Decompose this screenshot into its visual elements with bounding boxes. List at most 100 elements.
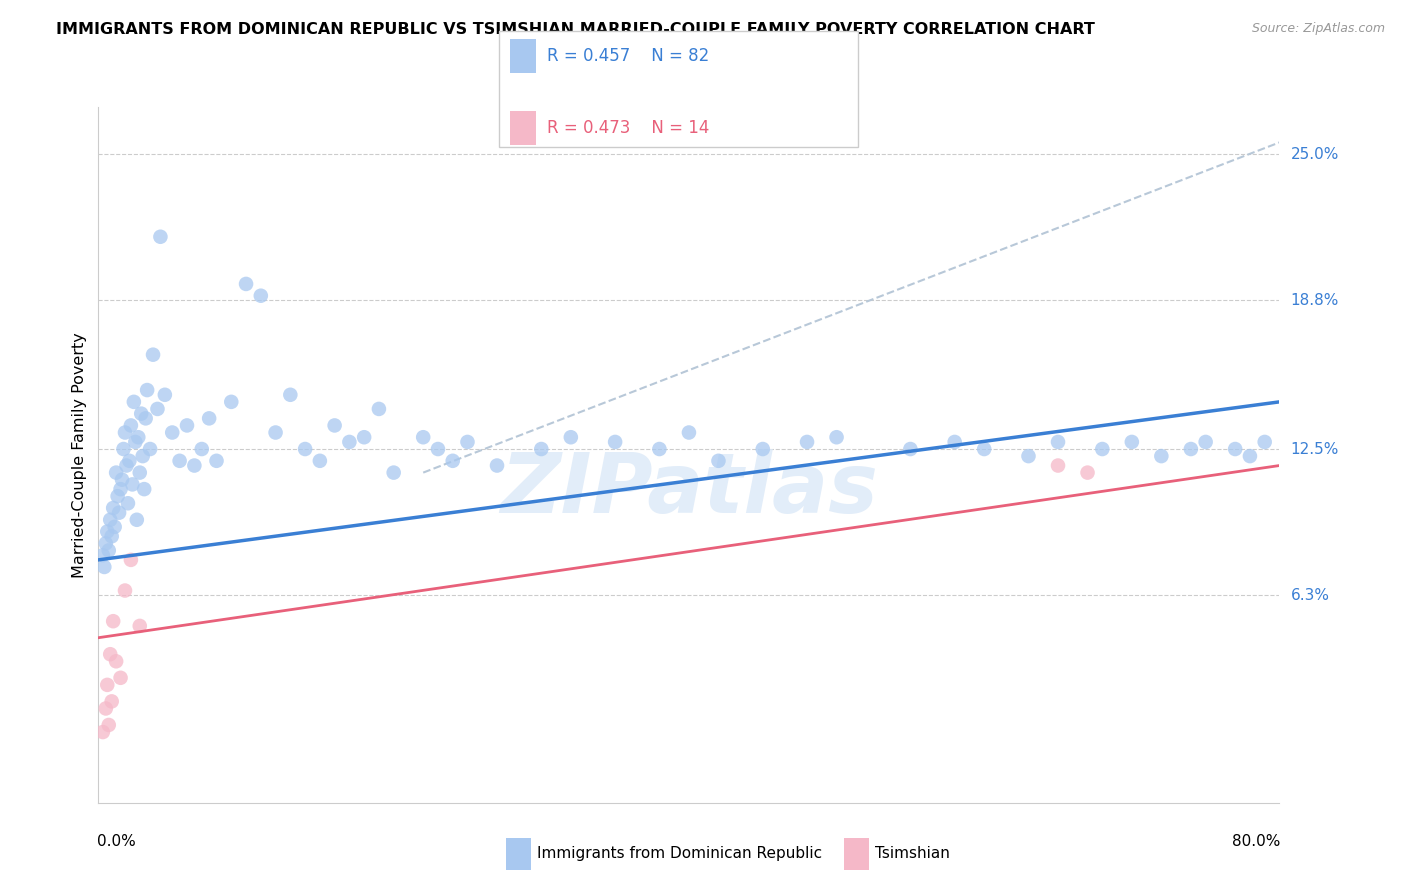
Point bbox=[1254, 434, 1277, 449]
Point bbox=[183, 458, 205, 473]
Point bbox=[127, 430, 149, 444]
Point bbox=[98, 647, 121, 661]
Point bbox=[943, 434, 966, 449]
Point bbox=[456, 434, 478, 449]
Point bbox=[796, 434, 818, 449]
Point bbox=[108, 506, 131, 520]
Point bbox=[191, 442, 214, 456]
Point bbox=[412, 430, 434, 444]
Point bbox=[235, 277, 257, 291]
Point bbox=[1046, 434, 1069, 449]
Point bbox=[707, 454, 730, 468]
Point bbox=[368, 401, 391, 416]
Point bbox=[105, 654, 128, 668]
Point bbox=[751, 442, 773, 456]
Point bbox=[134, 482, 156, 496]
Point bbox=[1239, 449, 1261, 463]
Point bbox=[825, 430, 848, 444]
Text: 6.3%: 6.3% bbox=[1291, 588, 1330, 603]
Point bbox=[103, 500, 125, 515]
Text: R = 0.473    N = 14: R = 0.473 N = 14 bbox=[547, 119, 709, 136]
Point bbox=[98, 513, 121, 527]
Point bbox=[132, 449, 155, 463]
Point bbox=[103, 614, 125, 628]
Point bbox=[264, 425, 287, 440]
Point bbox=[441, 454, 464, 468]
Point bbox=[1046, 458, 1069, 473]
Point bbox=[121, 477, 143, 491]
Point bbox=[486, 458, 509, 473]
Text: ZIPatlas: ZIPatlas bbox=[501, 450, 877, 530]
Text: 80.0%: 80.0% bbox=[1232, 834, 1281, 849]
Point bbox=[124, 434, 146, 449]
Point bbox=[91, 725, 114, 739]
Point bbox=[149, 229, 172, 244]
Text: Tsimshian: Tsimshian bbox=[875, 847, 949, 861]
Point bbox=[135, 411, 157, 425]
Point bbox=[96, 678, 118, 692]
Point bbox=[605, 434, 627, 449]
Point bbox=[973, 442, 995, 456]
Point bbox=[219, 395, 243, 409]
Point bbox=[176, 418, 198, 433]
Y-axis label: Married-Couple Family Poverty: Married-Couple Family Poverty bbox=[72, 332, 87, 578]
Point bbox=[198, 411, 221, 425]
Point bbox=[294, 442, 316, 456]
Point bbox=[122, 395, 145, 409]
Point bbox=[1195, 434, 1218, 449]
Point bbox=[125, 513, 148, 527]
Point bbox=[110, 671, 132, 685]
Point bbox=[1150, 449, 1173, 463]
Point bbox=[93, 560, 115, 574]
Point bbox=[110, 482, 132, 496]
Point bbox=[323, 418, 346, 433]
Point bbox=[120, 553, 142, 567]
Point bbox=[382, 466, 405, 480]
Point bbox=[353, 430, 375, 444]
Point bbox=[112, 442, 135, 456]
Point bbox=[337, 434, 360, 449]
Point bbox=[96, 524, 118, 539]
Point bbox=[205, 454, 228, 468]
Point bbox=[900, 442, 922, 456]
Point bbox=[142, 348, 165, 362]
Point bbox=[129, 407, 152, 421]
Point bbox=[169, 454, 191, 468]
Point bbox=[309, 454, 332, 468]
Point bbox=[107, 489, 129, 503]
Text: 18.8%: 18.8% bbox=[1291, 293, 1339, 308]
Point bbox=[97, 718, 120, 732]
Point bbox=[120, 418, 142, 433]
Text: 12.5%: 12.5% bbox=[1291, 442, 1339, 457]
Text: IMMIGRANTS FROM DOMINICAN REPUBLIC VS TSIMSHIAN MARRIED-COUPLE FAMILY POVERTY CO: IMMIGRANTS FROM DOMINICAN REPUBLIC VS TS… bbox=[56, 22, 1095, 37]
Point bbox=[118, 454, 141, 468]
Point bbox=[678, 425, 700, 440]
Text: Immigrants from Dominican Republic: Immigrants from Dominican Republic bbox=[537, 847, 823, 861]
Point bbox=[1180, 442, 1202, 456]
Point bbox=[128, 619, 150, 633]
Point bbox=[139, 442, 162, 456]
Text: Source: ZipAtlas.com: Source: ZipAtlas.com bbox=[1251, 22, 1385, 36]
Point bbox=[100, 529, 122, 543]
Point bbox=[1077, 466, 1099, 480]
Point bbox=[136, 383, 159, 397]
Text: R = 0.457    N = 82: R = 0.457 N = 82 bbox=[547, 47, 709, 65]
Point bbox=[560, 430, 582, 444]
Point bbox=[427, 442, 450, 456]
Point bbox=[146, 401, 169, 416]
Point bbox=[111, 473, 134, 487]
Point bbox=[114, 425, 136, 440]
Point bbox=[128, 466, 150, 480]
Point bbox=[104, 520, 127, 534]
Point bbox=[97, 543, 120, 558]
Point bbox=[162, 425, 183, 440]
Point bbox=[100, 694, 122, 708]
Point bbox=[1017, 449, 1039, 463]
Point bbox=[117, 496, 139, 510]
Text: 25.0%: 25.0% bbox=[1291, 146, 1339, 161]
Point bbox=[105, 466, 128, 480]
Point bbox=[278, 388, 302, 402]
Point bbox=[1121, 434, 1143, 449]
Point bbox=[91, 548, 114, 562]
Point bbox=[153, 388, 176, 402]
